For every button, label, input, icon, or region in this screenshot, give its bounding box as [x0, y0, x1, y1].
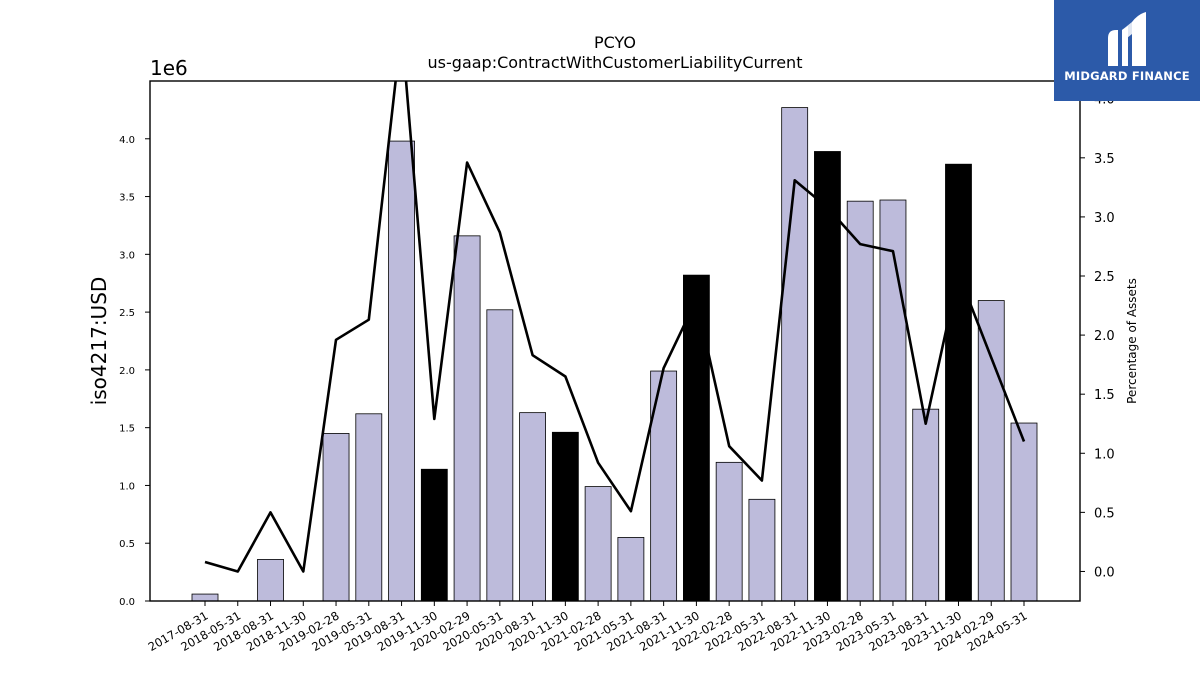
bar-2020-11-30 [551, 431, 579, 602]
percentage-line [204, 81, 1026, 573]
bar-2023-02-28 [846, 200, 874, 602]
bar-2017-08-31 [191, 593, 219, 602]
y-tick-label: 2.0 [119, 366, 135, 377]
bar-2019-05-31 [355, 413, 383, 602]
bar-2018-08-31 [257, 559, 284, 602]
bar-2020-02-29 [453, 235, 481, 602]
bar-2021-05-31 [617, 537, 645, 602]
y2-tick-label: 1.0 [1094, 447, 1115, 462]
y2-tick-label: 1.5 [1094, 388, 1115, 403]
y-axis-label: iso4217:USD [87, 277, 111, 406]
bar-2024-05-31 [1010, 422, 1038, 602]
y2-tick-label: 3.5 [1094, 152, 1115, 167]
bar-2023-08-31 [912, 408, 940, 602]
chart-subtitle: us-gaap:ContractWithCustomerLiabilityCur… [428, 53, 803, 72]
y2-tick-label: 0.0 [1094, 565, 1115, 580]
y2-tick-label: 2.0 [1094, 329, 1115, 344]
logo-text: MIDGARD FINANCE [1064, 69, 1190, 83]
y-tick-label: 1.0 [119, 481, 135, 492]
bar-2022-02-28 [715, 461, 743, 602]
bar-2023-11-30 [945, 163, 972, 602]
bar-2022-11-30 [814, 151, 841, 602]
y-tick-label: 1.5 [119, 424, 135, 435]
y-tick-label: 3.0 [119, 250, 135, 261]
y2-axis-label: Percentage of Assets [1125, 278, 1139, 404]
bar-2020-05-31 [486, 309, 514, 602]
y-tick-label: 0.0 [119, 597, 135, 608]
y-tick-label: 2.5 [119, 308, 135, 319]
y-tick-label: 4.0 [119, 135, 135, 146]
y2-tick-label: 3.0 [1094, 211, 1115, 226]
bar-2019-08-31 [388, 140, 415, 602]
bar-2024-02-29 [977, 300, 1005, 602]
logo: MIDGARD FINANCE [1054, 0, 1200, 101]
bar-2019-11-30 [420, 468, 448, 602]
y-tick-label: 3.5 [119, 193, 135, 204]
y2-tick-label: 0.5 [1094, 506, 1115, 521]
y-offset-label: 1e6 [150, 56, 188, 80]
bar-2019-02-28 [322, 433, 350, 602]
bar-2021-11-30 [683, 274, 710, 602]
chart-title: PCYO [594, 33, 636, 52]
y2-tick-label: 2.5 [1094, 270, 1115, 285]
bar-2021-02-28 [584, 486, 612, 602]
bar-2020-08-31 [519, 412, 546, 602]
bar-2023-05-31 [879, 199, 907, 602]
bar-2022-05-31 [748, 498, 776, 602]
y-tick-label: 0.5 [119, 539, 135, 550]
midgard-logo-icon [1108, 12, 1146, 66]
plot-frame [149, 80, 1081, 602]
